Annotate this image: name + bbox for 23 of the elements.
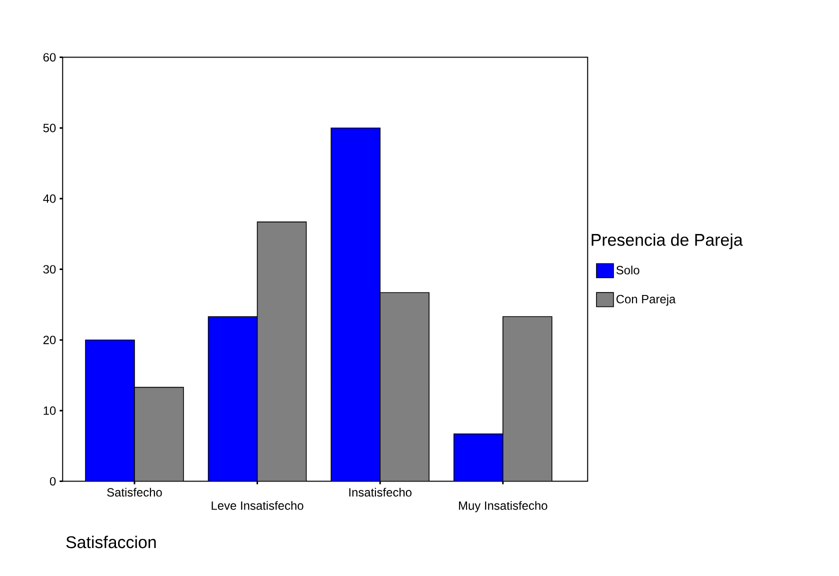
bar	[134, 387, 184, 482]
y-tick-label: 30	[43, 265, 56, 274]
x-tick-label: Satisfecho	[107, 488, 162, 497]
bar	[380, 292, 430, 482]
bar	[85, 340, 134, 482]
bar	[502, 316, 552, 482]
x-tick-label: Leve Insatisfecho	[212, 501, 304, 510]
y-tick-label: 20	[43, 336, 56, 344]
bar	[257, 222, 306, 482]
bar	[454, 434, 504, 482]
legend-label: Con Pareja	[616, 294, 676, 306]
x-tick-label: Insatisfecho	[349, 488, 412, 497]
y-tick-label: 60	[43, 53, 56, 62]
legend-label: Solo	[616, 266, 640, 274]
y-tick-label: 0	[50, 477, 56, 486]
y-tick-label: 10	[44, 406, 56, 415]
y-tick-label: 40	[43, 194, 56, 203]
legend-title: Presencia de Pareja	[592, 233, 743, 250]
x-axis-title: Satisfaccion	[66, 536, 156, 548]
y-tick-label: 50	[43, 124, 56, 132]
x-tick-label: Muy Insatisfecho	[459, 501, 548, 512]
bar	[331, 128, 380, 482]
bar	[208, 316, 258, 482]
